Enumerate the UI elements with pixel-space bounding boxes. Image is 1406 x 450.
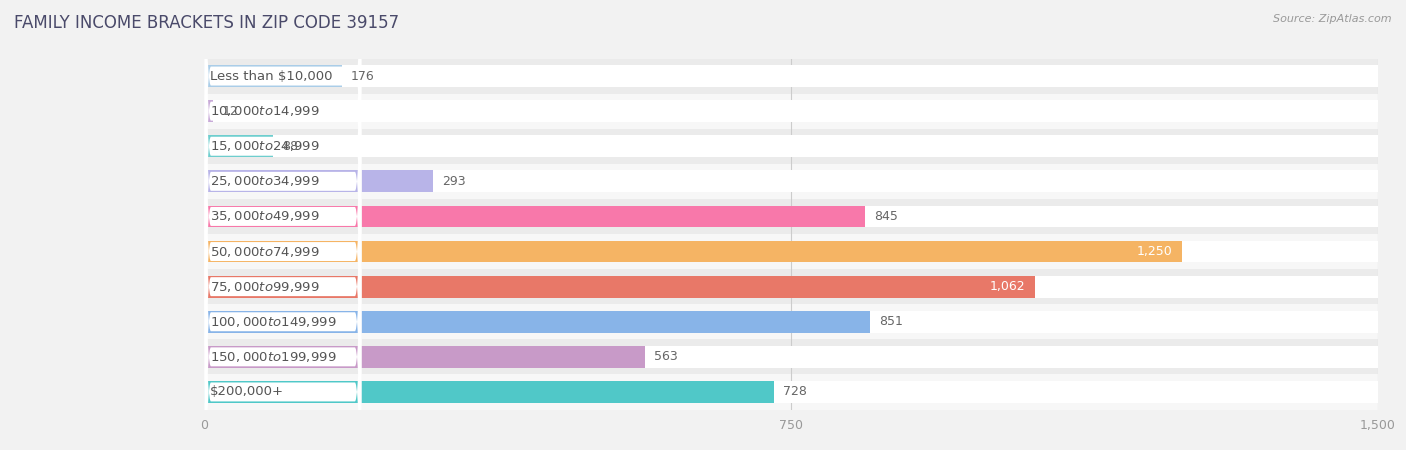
FancyBboxPatch shape xyxy=(205,0,361,382)
Bar xyxy=(204,234,1378,269)
Text: $35,000 to $49,999: $35,000 to $49,999 xyxy=(209,209,319,224)
Text: 563: 563 xyxy=(654,351,678,363)
Bar xyxy=(204,346,644,368)
FancyBboxPatch shape xyxy=(205,0,361,418)
FancyBboxPatch shape xyxy=(205,0,361,450)
Bar xyxy=(204,65,1378,87)
Bar xyxy=(204,135,273,157)
Bar xyxy=(204,241,1378,262)
Text: $10,000 to $14,999: $10,000 to $14,999 xyxy=(209,104,319,118)
Bar xyxy=(204,346,1378,368)
Bar xyxy=(204,206,865,227)
Text: 851: 851 xyxy=(879,315,903,328)
FancyBboxPatch shape xyxy=(205,86,361,450)
Bar xyxy=(204,381,773,403)
Bar xyxy=(204,339,1378,374)
Text: 728: 728 xyxy=(783,386,807,398)
Text: 1,062: 1,062 xyxy=(990,280,1025,293)
Text: 293: 293 xyxy=(443,175,467,188)
FancyBboxPatch shape xyxy=(205,0,361,450)
Bar xyxy=(204,135,1378,157)
FancyBboxPatch shape xyxy=(205,15,361,450)
Bar xyxy=(204,129,1378,164)
Text: 88: 88 xyxy=(283,140,298,153)
FancyBboxPatch shape xyxy=(205,0,361,347)
Text: $150,000 to $199,999: $150,000 to $199,999 xyxy=(209,350,336,364)
Text: $200,000+: $200,000+ xyxy=(209,386,284,398)
Bar xyxy=(204,199,1378,234)
Bar xyxy=(204,94,1378,129)
Bar xyxy=(204,381,1378,403)
Text: $100,000 to $149,999: $100,000 to $149,999 xyxy=(209,315,336,329)
Text: $25,000 to $34,999: $25,000 to $34,999 xyxy=(209,174,319,189)
Bar xyxy=(204,65,342,87)
Text: 845: 845 xyxy=(875,210,898,223)
Bar xyxy=(204,100,214,122)
Text: 12: 12 xyxy=(222,105,239,117)
Bar xyxy=(204,206,1378,227)
Bar xyxy=(204,100,1378,122)
Bar xyxy=(204,276,1378,297)
Text: $75,000 to $99,999: $75,000 to $99,999 xyxy=(209,279,319,294)
Text: FAMILY INCOME BRACKETS IN ZIP CODE 39157: FAMILY INCOME BRACKETS IN ZIP CODE 39157 xyxy=(14,14,399,32)
FancyBboxPatch shape xyxy=(205,50,361,450)
Bar xyxy=(204,276,1035,297)
Text: $15,000 to $24,999: $15,000 to $24,999 xyxy=(209,139,319,153)
FancyBboxPatch shape xyxy=(205,121,361,450)
Text: Source: ZipAtlas.com: Source: ZipAtlas.com xyxy=(1274,14,1392,23)
Bar xyxy=(204,164,1378,199)
Bar xyxy=(204,171,1378,192)
Bar xyxy=(204,311,1378,333)
Bar xyxy=(204,241,1182,262)
Text: $50,000 to $74,999: $50,000 to $74,999 xyxy=(209,244,319,259)
Bar xyxy=(204,374,1378,410)
Bar xyxy=(204,269,1378,304)
Text: Less than $10,000: Less than $10,000 xyxy=(209,70,333,82)
Text: 1,250: 1,250 xyxy=(1137,245,1173,258)
Bar xyxy=(204,58,1378,94)
FancyBboxPatch shape xyxy=(205,0,361,450)
Bar xyxy=(204,311,870,333)
Bar xyxy=(204,304,1378,339)
Bar xyxy=(204,171,433,192)
Text: 176: 176 xyxy=(352,70,375,82)
